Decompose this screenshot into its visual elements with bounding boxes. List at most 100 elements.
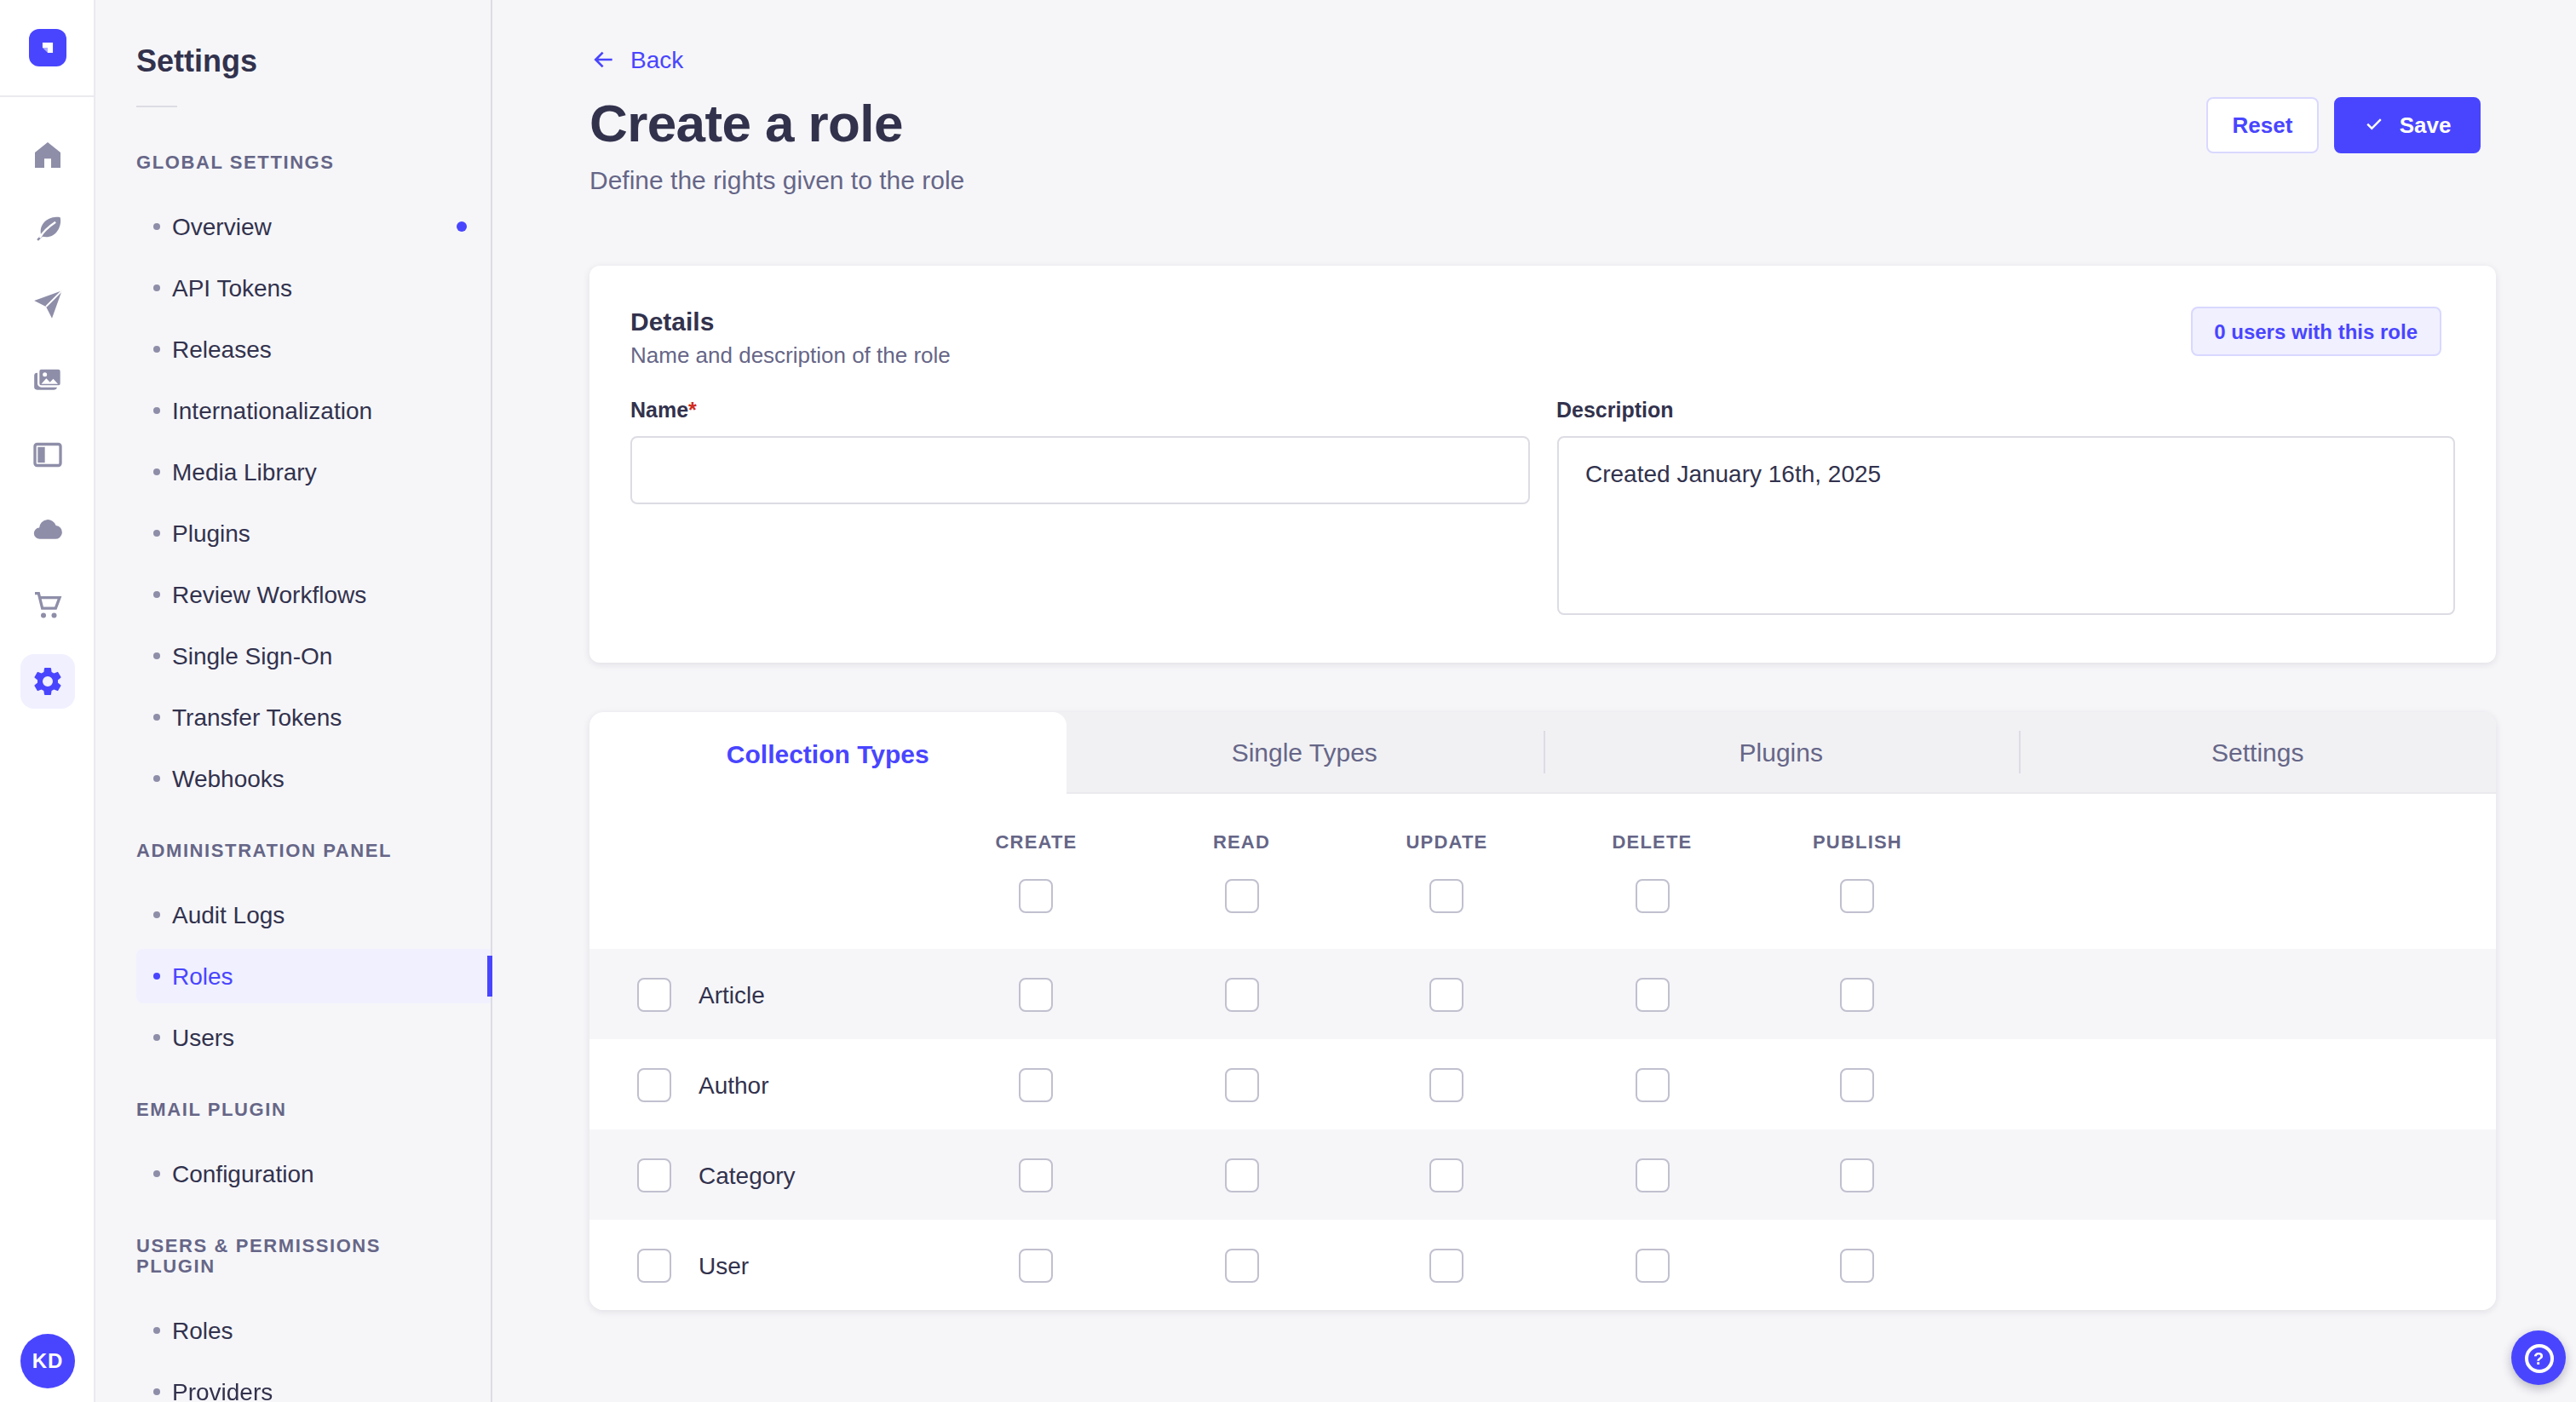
required-asterisk: *: [688, 399, 697, 422]
description-label: Description: [1556, 399, 2455, 422]
back-link[interactable]: Back: [589, 46, 683, 73]
select-all-read-checkbox[interactable]: [1225, 879, 1259, 913]
sidebar-item-review-workflows[interactable]: Review Workflows: [95, 567, 491, 622]
bullet-icon: [153, 911, 160, 918]
bullet-icon: [153, 1388, 160, 1395]
media-library-icon[interactable]: [30, 363, 64, 397]
bullet-icon: [153, 407, 160, 414]
strapi-logo-glyph: [35, 36, 59, 60]
layout-icon[interactable]: [30, 438, 64, 472]
section-administration-panel: ADMINISTRATION PANEL: [136, 840, 450, 860]
bullet-icon: [153, 775, 160, 782]
user-row-checkbox[interactable]: [637, 1248, 671, 1282]
user-update-checkbox[interactable]: [1430, 1248, 1464, 1282]
category-read-checkbox[interactable]: [1225, 1158, 1259, 1192]
column-header-delete: DELETE: [1613, 831, 1693, 852]
table-row-category: Category: [589, 1129, 2496, 1220]
section-users-permissions-plugin: USERS & PERMISSIONS PLUGIN: [136, 1235, 450, 1276]
send-icon[interactable]: [30, 288, 64, 322]
sidebar-item-single-sign-on[interactable]: Single Sign-On: [95, 629, 491, 683]
sidebar-item-transfer-tokens[interactable]: Transfer Tokens: [95, 690, 491, 744]
sidebar-item-overview[interactable]: Overview: [95, 199, 491, 254]
sidebar-item-users[interactable]: Users: [95, 1010, 491, 1065]
strapi-logo[interactable]: [28, 29, 66, 66]
sidebar-item-roles-up[interactable]: Roles: [95, 1303, 491, 1358]
cart-icon[interactable]: [30, 588, 64, 622]
home-icon[interactable]: [30, 138, 64, 172]
users-with-role-badge[interactable]: 0 users with this role: [2190, 307, 2441, 356]
bullet-icon: [153, 284, 160, 291]
bullet-icon: [153, 223, 160, 230]
tab-single-types[interactable]: Single Types: [1067, 712, 1544, 794]
category-row-checkbox[interactable]: [637, 1158, 671, 1192]
sidebar-item-internationalization[interactable]: Internationalization: [95, 383, 491, 438]
category-create-checkbox[interactable]: [1020, 1158, 1054, 1192]
sidebar-item-media-library[interactable]: Media Library: [95, 445, 491, 499]
author-update-checkbox[interactable]: [1430, 1067, 1464, 1101]
tab-collection-types[interactable]: Collection Types: [589, 712, 1067, 794]
section-email-plugin: EMAIL PLUGIN: [136, 1099, 450, 1119]
column-header-publish: PUBLISH: [1813, 831, 1902, 852]
reset-button[interactable]: Reset: [2206, 97, 2319, 153]
bullet-icon: [153, 714, 160, 721]
cloud-icon[interactable]: [30, 513, 64, 547]
description-textarea[interactable]: Created January 16th, 2025: [1556, 436, 2455, 615]
article-create-checkbox[interactable]: [1020, 977, 1054, 1011]
author-create-checkbox[interactable]: [1020, 1067, 1054, 1101]
select-all-update-checkbox[interactable]: [1430, 879, 1464, 913]
settings-gear-icon[interactable]: [20, 654, 74, 709]
sidebar-item-configuration[interactable]: Configuration: [95, 1146, 491, 1201]
sidebar-item-releases[interactable]: Releases: [95, 322, 491, 376]
user-publish-checkbox[interactable]: [1841, 1248, 1875, 1282]
tab-plugins[interactable]: Plugins: [1543, 712, 2020, 794]
question-mark-icon: ?: [2524, 1343, 2553, 1372]
app-window: KD Settings GLOBAL SETTINGS Overview API…: [0, 0, 2576, 1402]
category-update-checkbox[interactable]: [1430, 1158, 1464, 1192]
name-label: Name*: [630, 399, 1529, 422]
save-button[interactable]: Save: [2334, 97, 2481, 153]
category-delete-checkbox[interactable]: [1636, 1158, 1670, 1192]
feather-icon[interactable]: [30, 213, 64, 247]
name-input[interactable]: [630, 436, 1529, 504]
bullet-icon: [153, 1034, 160, 1041]
details-card: Details Name and description of the role…: [589, 266, 2496, 663]
table-row-user: User: [589, 1220, 2496, 1310]
details-subtitle: Name and description of the role: [630, 342, 2455, 368]
main-nav-rail: KD: [0, 0, 95, 1402]
article-delete-checkbox[interactable]: [1636, 977, 1670, 1011]
bullet-icon: [153, 1327, 160, 1334]
back-arrow-icon: [589, 46, 617, 73]
article-row-checkbox[interactable]: [637, 977, 671, 1011]
sidebar-item-roles-admin[interactable]: Roles: [136, 949, 491, 1003]
author-delete-checkbox[interactable]: [1636, 1067, 1670, 1101]
select-all-create-checkbox[interactable]: [1020, 879, 1054, 913]
sidebar-item-api-tokens[interactable]: API Tokens: [95, 261, 491, 315]
bullet-icon: [153, 973, 160, 980]
permissions-panel: Collection Types Single Types Plugins Se…: [589, 712, 2496, 1310]
sidebar-title: Settings: [136, 44, 491, 80]
sidebar-item-providers[interactable]: Providers: [95, 1365, 491, 1402]
table-row-author: Author: [589, 1039, 2496, 1129]
help-button[interactable]: ?: [2511, 1330, 2566, 1385]
select-all-publish-checkbox[interactable]: [1841, 879, 1875, 913]
author-read-checkbox[interactable]: [1225, 1067, 1259, 1101]
author-row-checkbox[interactable]: [637, 1067, 671, 1101]
sidebar-item-webhooks[interactable]: Webhooks: [95, 751, 491, 806]
category-publish-checkbox[interactable]: [1841, 1158, 1875, 1192]
tab-settings[interactable]: Settings: [2020, 712, 2497, 794]
article-update-checkbox[interactable]: [1430, 977, 1464, 1011]
user-read-checkbox[interactable]: [1225, 1248, 1259, 1282]
sidebar-item-audit-logs[interactable]: Audit Logs: [95, 888, 491, 942]
article-publish-checkbox[interactable]: [1841, 977, 1875, 1011]
author-publish-checkbox[interactable]: [1841, 1067, 1875, 1101]
article-read-checkbox[interactable]: [1225, 977, 1259, 1011]
user-delete-checkbox[interactable]: [1636, 1248, 1670, 1282]
tab-bar: Collection Types Single Types Plugins Se…: [589, 712, 2496, 794]
check-icon: [2364, 114, 2386, 136]
select-all-delete-checkbox[interactable]: [1636, 879, 1670, 913]
sidebar-item-plugins[interactable]: Plugins: [95, 506, 491, 560]
settings-sidebar: Settings GLOBAL SETTINGS Overview API To…: [95, 0, 492, 1402]
bullet-icon: [153, 530, 160, 537]
user-create-checkbox[interactable]: [1020, 1248, 1054, 1282]
user-avatar[interactable]: KD: [20, 1334, 75, 1388]
